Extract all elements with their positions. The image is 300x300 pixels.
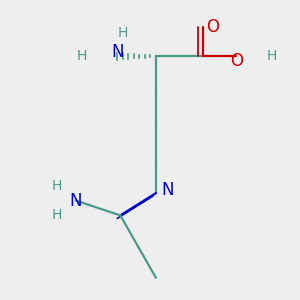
Text: N: N bbox=[111, 43, 124, 61]
Text: O: O bbox=[206, 18, 219, 36]
Text: H: H bbox=[76, 50, 87, 63]
Text: H: H bbox=[267, 50, 277, 63]
Text: H: H bbox=[51, 208, 62, 222]
Text: H: H bbox=[118, 26, 128, 40]
Text: N: N bbox=[69, 191, 82, 209]
Text: O: O bbox=[230, 52, 243, 70]
Text: H: H bbox=[51, 179, 62, 193]
Text: N: N bbox=[162, 181, 174, 199]
